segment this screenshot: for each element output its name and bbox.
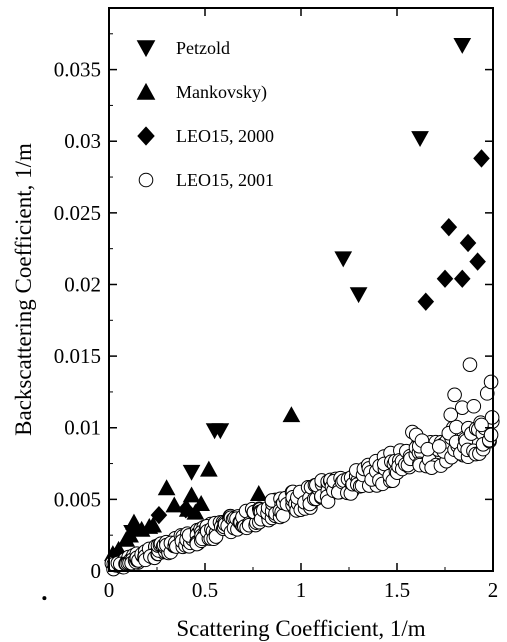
scatter-point-triangle-up: [125, 513, 143, 530]
scatter-point-diamond: [177, 500, 195, 519]
x-tick-label: 0.5: [192, 578, 218, 602]
legend-marker-triangle-up: [136, 82, 156, 100]
scatter-point-diamond: [440, 218, 458, 237]
scatter-point: [483, 374, 499, 390]
x-tick-label: 0: [104, 578, 115, 602]
y-tick-label: 0.03: [64, 129, 101, 153]
x-tick-label: 1.5: [384, 578, 410, 602]
scatter-point-triangle-down: [411, 131, 429, 147]
scatter-point-triangle-up: [157, 479, 176, 496]
scatter-point-diamond: [454, 269, 471, 288]
y-tick-label: 0.035: [54, 58, 101, 82]
y-tick-label: 0.01: [64, 416, 101, 440]
scatter-point-diamond: [459, 233, 477, 253]
scatter-point-triangle-up: [249, 485, 268, 501]
scatter-point-triangle-up: [144, 516, 163, 533]
legend-label: Mankovsky): [176, 82, 267, 103]
legend-marker-diamond: [137, 126, 155, 146]
scatter-point: [483, 427, 499, 443]
y-tick-label: 0.005: [54, 487, 101, 511]
legend: Petzold Mankovsky) LEO15, 2000 LEO15, 2001: [136, 38, 274, 190]
series-diamond: [150, 149, 490, 525]
scatter-point: [474, 417, 489, 433]
scatter-point: [449, 419, 464, 435]
scatter-point-triangle-up: [165, 496, 184, 513]
scatter-point: [431, 439, 447, 454]
legend-label: LEO15, 2000: [176, 126, 274, 146]
legend-marker-triangle-down: [136, 40, 156, 58]
scatter-point-diamond: [469, 252, 486, 271]
legend-label: LEO15, 2001: [176, 170, 274, 190]
scatter-point-diamond: [150, 505, 168, 525]
y-tick-label: 0: [91, 559, 102, 583]
y-tick-label: 0.015: [54, 344, 101, 368]
scatter-point-triangle-down: [334, 251, 353, 268]
series-circle-open: [104, 357, 500, 577]
scatter-point-triangle-up: [182, 486, 201, 503]
scatter-point-diamond: [417, 292, 435, 311]
x-tick-label: 1: [296, 578, 307, 602]
x-tick-label: 2: [488, 578, 499, 602]
data-marks: [42, 37, 500, 601]
scatter-point-triangle-down: [349, 287, 368, 304]
scatter-point: [447, 387, 462, 403]
y-axis-label: Backscattering Coefficient, 1/m: [11, 143, 36, 436]
series-triangle-down: [123, 37, 472, 541]
scatter-point-diamond: [436, 269, 454, 288]
legend-label: Petzold: [176, 38, 230, 58]
axis-ticks: 0 0.5 1 1.5 2 0 0.005 0.01 0.015 0.02 0.025 0.03 0.0…: [54, 8, 499, 602]
scatter-point: [462, 357, 478, 373]
x-axis-label: Scattering Coefficient, 1/m: [176, 616, 425, 641]
scatter-point-triangle-down: [211, 423, 230, 440]
legend-marker-circle-open: [138, 172, 154, 188]
y-tick-label: 0.025: [54, 201, 101, 225]
scatter-point-triangle-up: [192, 495, 211, 511]
scatter-point-triangle-up: [282, 406, 301, 423]
scatter-point-diamond: [473, 149, 490, 168]
scatter-point-triangle-down: [182, 464, 201, 481]
scatter-point-triangle-down: [453, 37, 472, 54]
y-tick-label: 0.02: [64, 272, 101, 296]
stray-dot: [42, 596, 47, 601]
scatter-point: [466, 398, 482, 414]
scatter-point-triangle-up: [199, 460, 218, 477]
scatter-point: [443, 407, 459, 423]
